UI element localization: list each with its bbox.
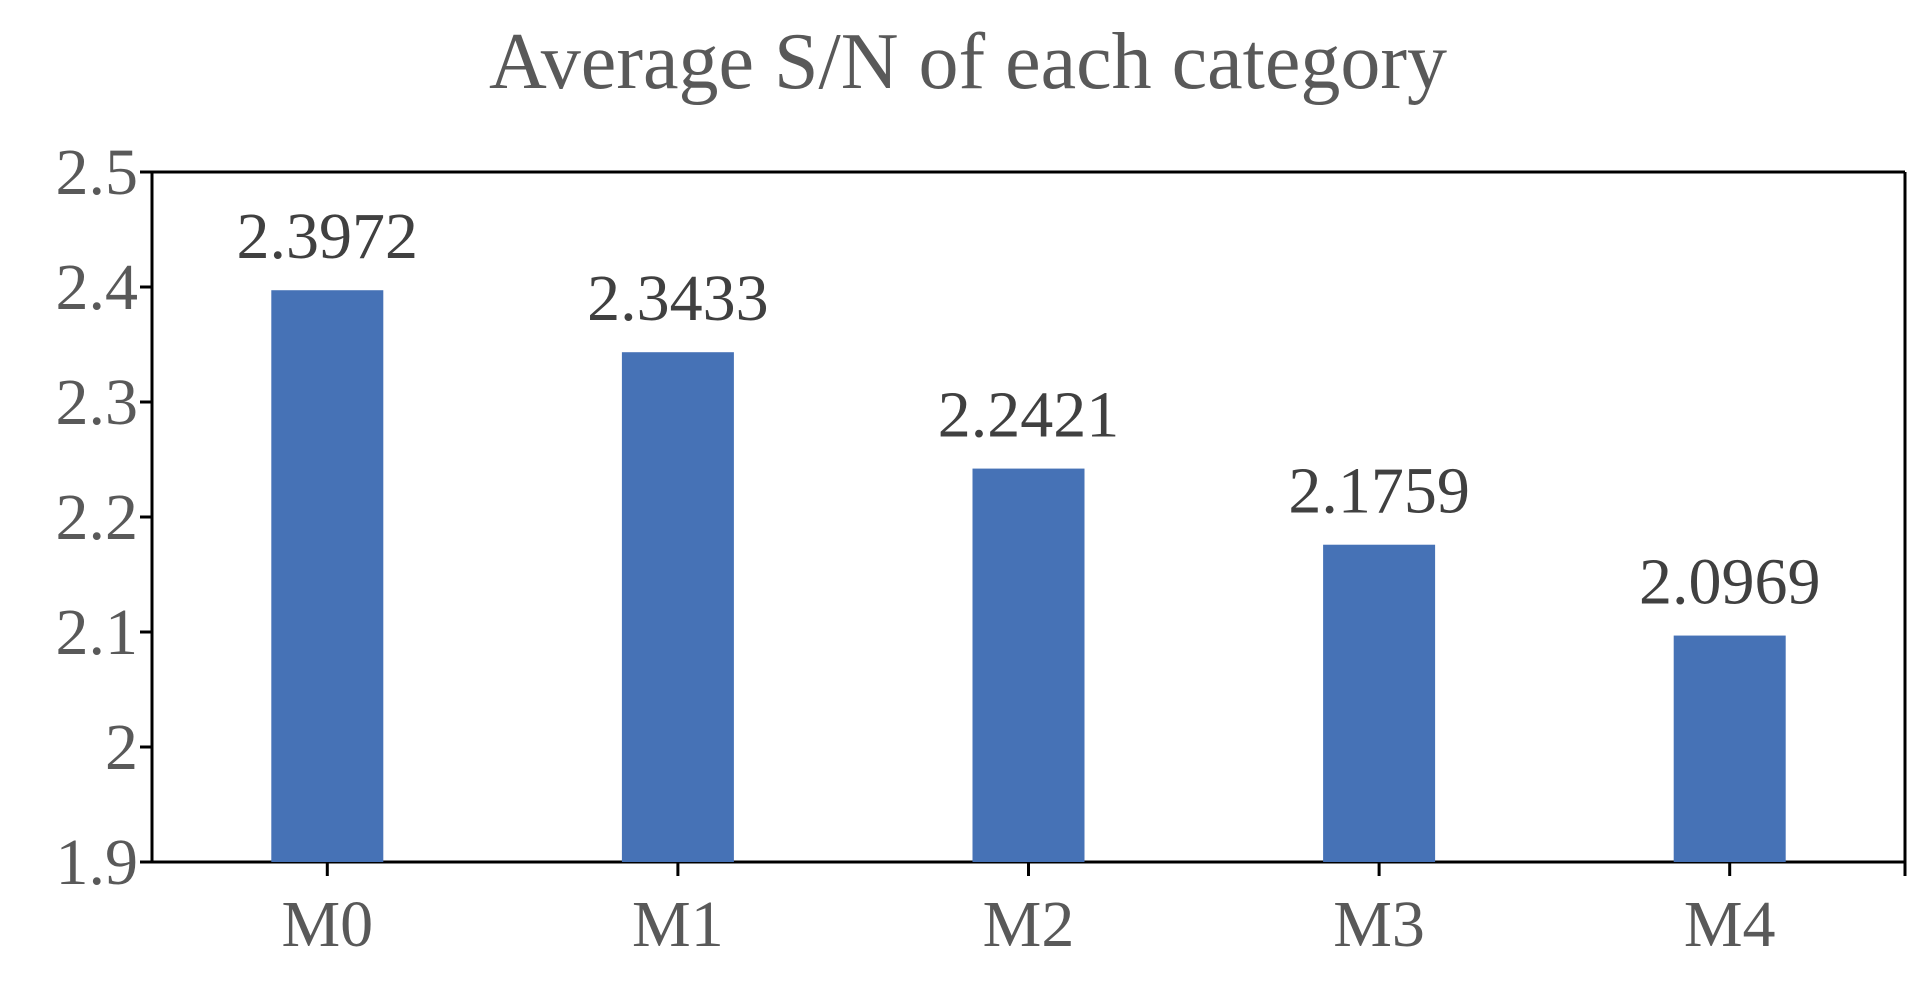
y-tick-label: 2.2 bbox=[56, 481, 139, 554]
data-label: 2.0969 bbox=[1639, 546, 1821, 619]
y-tick-label: 2.3 bbox=[56, 366, 139, 439]
data-labels: 2.3972 2.3433 2.2421 2.1759 2.0969 bbox=[237, 200, 1821, 618]
bar-m4 bbox=[1673, 635, 1786, 862]
x-tick-label: M4 bbox=[1684, 888, 1776, 961]
data-label: 2.3972 bbox=[237, 200, 419, 273]
chart-title: Average S/N of each category bbox=[489, 18, 1447, 106]
x-axis: M0 M1 M2 M3 M4 bbox=[281, 862, 1907, 961]
y-tick-label: 1.9 bbox=[56, 826, 139, 899]
y-tick-label: 2.1 bbox=[56, 596, 139, 669]
bar-m1 bbox=[621, 352, 734, 862]
y-tick-label: 2.5 bbox=[56, 136, 139, 209]
bar-m2 bbox=[972, 468, 1085, 862]
bar-m3 bbox=[1323, 544, 1436, 862]
bars bbox=[271, 290, 1786, 863]
x-tick-label: M2 bbox=[983, 888, 1075, 961]
data-label: 2.1759 bbox=[1288, 455, 1470, 528]
y-axis: 1.9 2 2.1 2.2 2.3 2.4 2.5 bbox=[56, 136, 152, 899]
y-tick-label: 2.4 bbox=[56, 251, 139, 324]
x-tick-label: M0 bbox=[281, 888, 373, 961]
x-tick-label: M3 bbox=[1333, 888, 1425, 961]
x-tick-label: M1 bbox=[632, 888, 724, 961]
bar-m0 bbox=[271, 290, 384, 863]
data-label: 2.2421 bbox=[938, 379, 1120, 452]
data-label: 2.3433 bbox=[587, 262, 769, 335]
y-tick-label: 2 bbox=[105, 711, 138, 784]
